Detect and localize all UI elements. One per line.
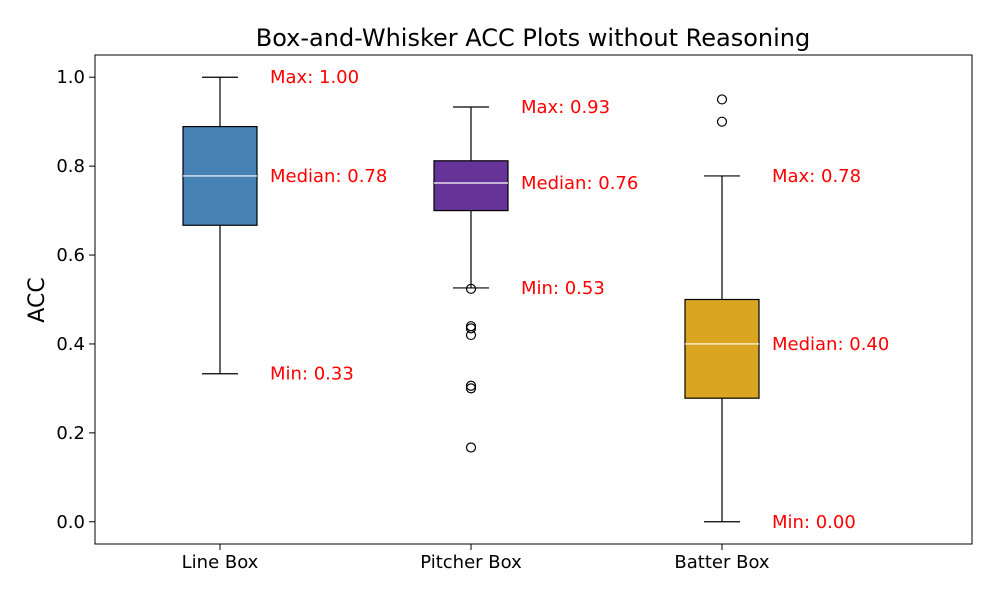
x-category-label: Line Box [182,552,259,573]
min-annotation: Min: 0.53 [521,278,605,299]
max-annotation: Max: 0.93 [521,97,610,118]
median-annotation: Median: 0.78 [270,166,387,187]
y-tick-label: 0.4 [56,334,85,355]
x-category-label: Batter Box [674,552,769,573]
outlier-point [465,323,477,334]
y-tick-label: 0.2 [56,423,85,444]
x-category-label: Pitcher Box [420,552,522,573]
outlier-point [716,94,728,105]
outlier-point [465,283,477,294]
y-tick-label: 0.6 [56,245,85,266]
box-group-3: Max: 0.78 Median: 0.40 Min: 0.00 [684,94,889,533]
plot-frame [94,54,973,545]
outlier-point [465,380,477,391]
y-tick-label: 0.8 [56,156,85,177]
box-group-2: Max: 0.93 Median: 0.76 Min: 0.53 [433,97,638,453]
iqr-box [433,160,509,212]
min-annotation: Min: 0.00 [772,512,856,533]
chart-title: Box-and-Whisker ACC Plots without Reason… [256,24,810,52]
y-tick-label: 0.0 [56,512,85,533]
outlier-point [465,383,477,394]
min-annotation: Min: 0.33 [270,364,354,385]
outlier-point [465,329,477,341]
max-annotation: Max: 0.78 [772,166,861,187]
median-annotation: Median: 0.76 [521,173,638,194]
outlier-point [465,321,477,332]
box-group-1: Max: 1.00 Median: 0.78 Min: 0.33 [182,67,387,385]
y-tick-label: 1.0 [56,67,85,88]
outlier-point [716,116,728,127]
iqr-box [684,298,760,399]
y-axis-label: ACC [25,277,50,322]
median-annotation: Median: 0.40 [772,334,889,355]
max-annotation: Max: 1.00 [270,67,359,88]
outlier-point [465,442,477,453]
